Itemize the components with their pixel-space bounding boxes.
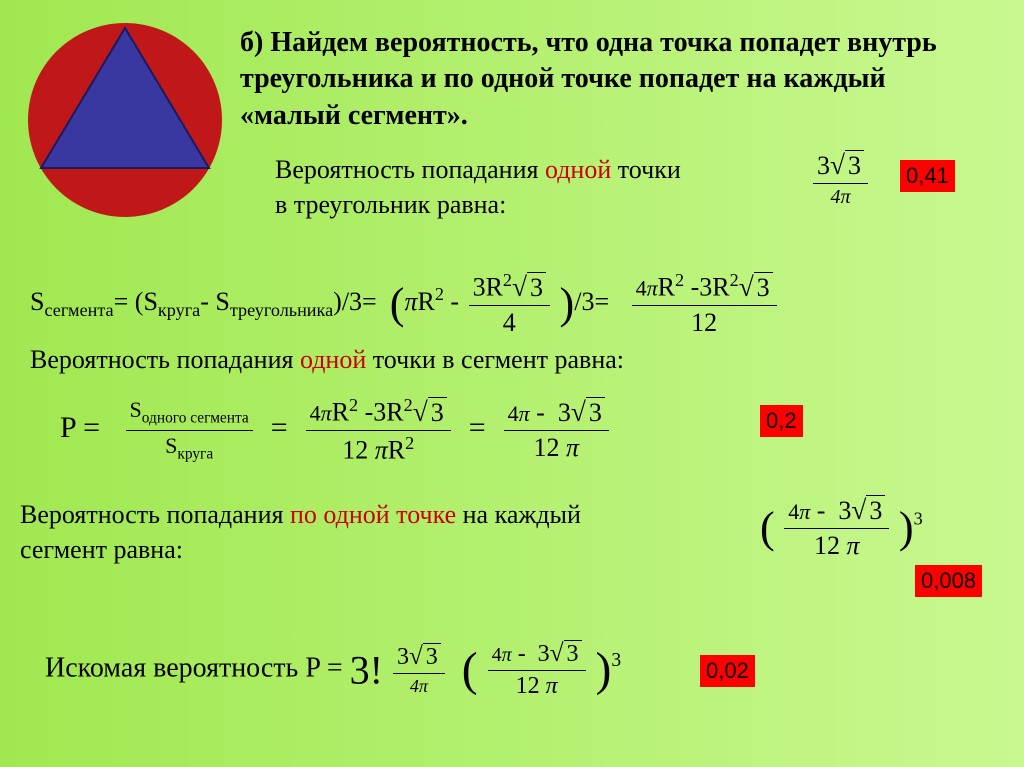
prob1-line1: Вероятность попадания одной точки bbox=[275, 155, 681, 185]
badge-041: 0,41 bbox=[900, 160, 955, 192]
P-formula: P = Sодного сегмента Sкруга = 4πR2 -3R23… bbox=[60, 395, 612, 465]
circle-triangle-diagram bbox=[25, 20, 225, 220]
badge-0008: 0,008 bbox=[915, 565, 982, 597]
prob3-line2: сегмент равна: bbox=[20, 535, 183, 565]
prob1-line2: в треугольник равна: bbox=[275, 190, 506, 220]
prob3-line1: Вероятность попадания по одной точке на … bbox=[20, 500, 581, 530]
frac-3sqrt3-4pi: 33 4π bbox=[810, 150, 871, 209]
badge-02: 0,2 bbox=[760, 405, 803, 437]
cube-formula: ( 4π - 33 12 π )3 bbox=[760, 495, 923, 561]
final-formula: Искомая вероятность P = 3! 33 4π ( 4π - … bbox=[45, 640, 621, 700]
badge-002: 0,02 bbox=[700, 655, 755, 687]
prob2-text: Вероятность попадания одной точки в сегм… bbox=[30, 345, 624, 375]
heading: б) Найдем вероятность, что одна точка по… bbox=[240, 25, 980, 134]
segment-formula: Sсегмента= (Sкруга- Sтреугольника)/3= (π… bbox=[30, 270, 780, 338]
